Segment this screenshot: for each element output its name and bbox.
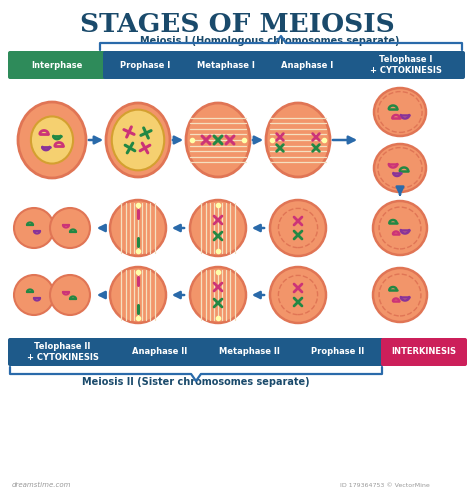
Text: Meiosis I (Homologous chromosomes separate): Meiosis I (Homologous chromosomes separa… — [140, 36, 400, 46]
Ellipse shape — [190, 200, 246, 256]
Ellipse shape — [190, 267, 246, 323]
FancyBboxPatch shape — [8, 338, 117, 366]
FancyBboxPatch shape — [265, 51, 349, 79]
Ellipse shape — [14, 275, 54, 315]
Ellipse shape — [110, 267, 166, 323]
Text: INTERKINESIS: INTERKINESIS — [392, 348, 456, 356]
FancyBboxPatch shape — [8, 51, 106, 79]
Text: dreamstime.com: dreamstime.com — [12, 482, 72, 488]
FancyBboxPatch shape — [103, 51, 187, 79]
Text: STAGES OF MEIOSIS: STAGES OF MEIOSIS — [80, 12, 394, 36]
Ellipse shape — [31, 116, 73, 164]
FancyBboxPatch shape — [292, 338, 384, 366]
FancyBboxPatch shape — [184, 51, 268, 79]
FancyBboxPatch shape — [114, 338, 206, 366]
Ellipse shape — [373, 268, 427, 322]
Ellipse shape — [112, 110, 164, 170]
FancyBboxPatch shape — [346, 51, 465, 79]
FancyBboxPatch shape — [203, 338, 295, 366]
Text: Anaphase II: Anaphase II — [132, 348, 188, 356]
Ellipse shape — [14, 208, 54, 248]
Text: Telophase II
+ CYTOKINESIS: Telophase II + CYTOKINESIS — [27, 342, 99, 361]
Text: Interphase: Interphase — [31, 60, 82, 70]
Text: Metaphase I: Metaphase I — [197, 60, 255, 70]
Text: Telophase I
+ CYTOKINESIS: Telophase I + CYTOKINESIS — [370, 56, 441, 74]
Ellipse shape — [374, 88, 426, 136]
Text: Prophase I: Prophase I — [120, 60, 170, 70]
FancyBboxPatch shape — [381, 338, 467, 366]
Ellipse shape — [270, 267, 326, 323]
Ellipse shape — [110, 200, 166, 256]
Ellipse shape — [186, 103, 250, 177]
Text: Meiosis II (Sister chromosomes separate): Meiosis II (Sister chromosomes separate) — [82, 377, 310, 387]
Ellipse shape — [50, 208, 90, 248]
Ellipse shape — [106, 103, 170, 177]
Ellipse shape — [50, 275, 90, 315]
Text: ID 179364753 © VectorMine: ID 179364753 © VectorMine — [340, 483, 430, 488]
Text: Prophase II: Prophase II — [311, 348, 365, 356]
Ellipse shape — [373, 201, 427, 255]
Ellipse shape — [18, 102, 86, 178]
Ellipse shape — [374, 144, 426, 192]
Text: Anaphase I: Anaphase I — [281, 60, 333, 70]
Ellipse shape — [270, 200, 326, 256]
Ellipse shape — [266, 103, 330, 177]
Text: Metaphase II: Metaphase II — [219, 348, 280, 356]
